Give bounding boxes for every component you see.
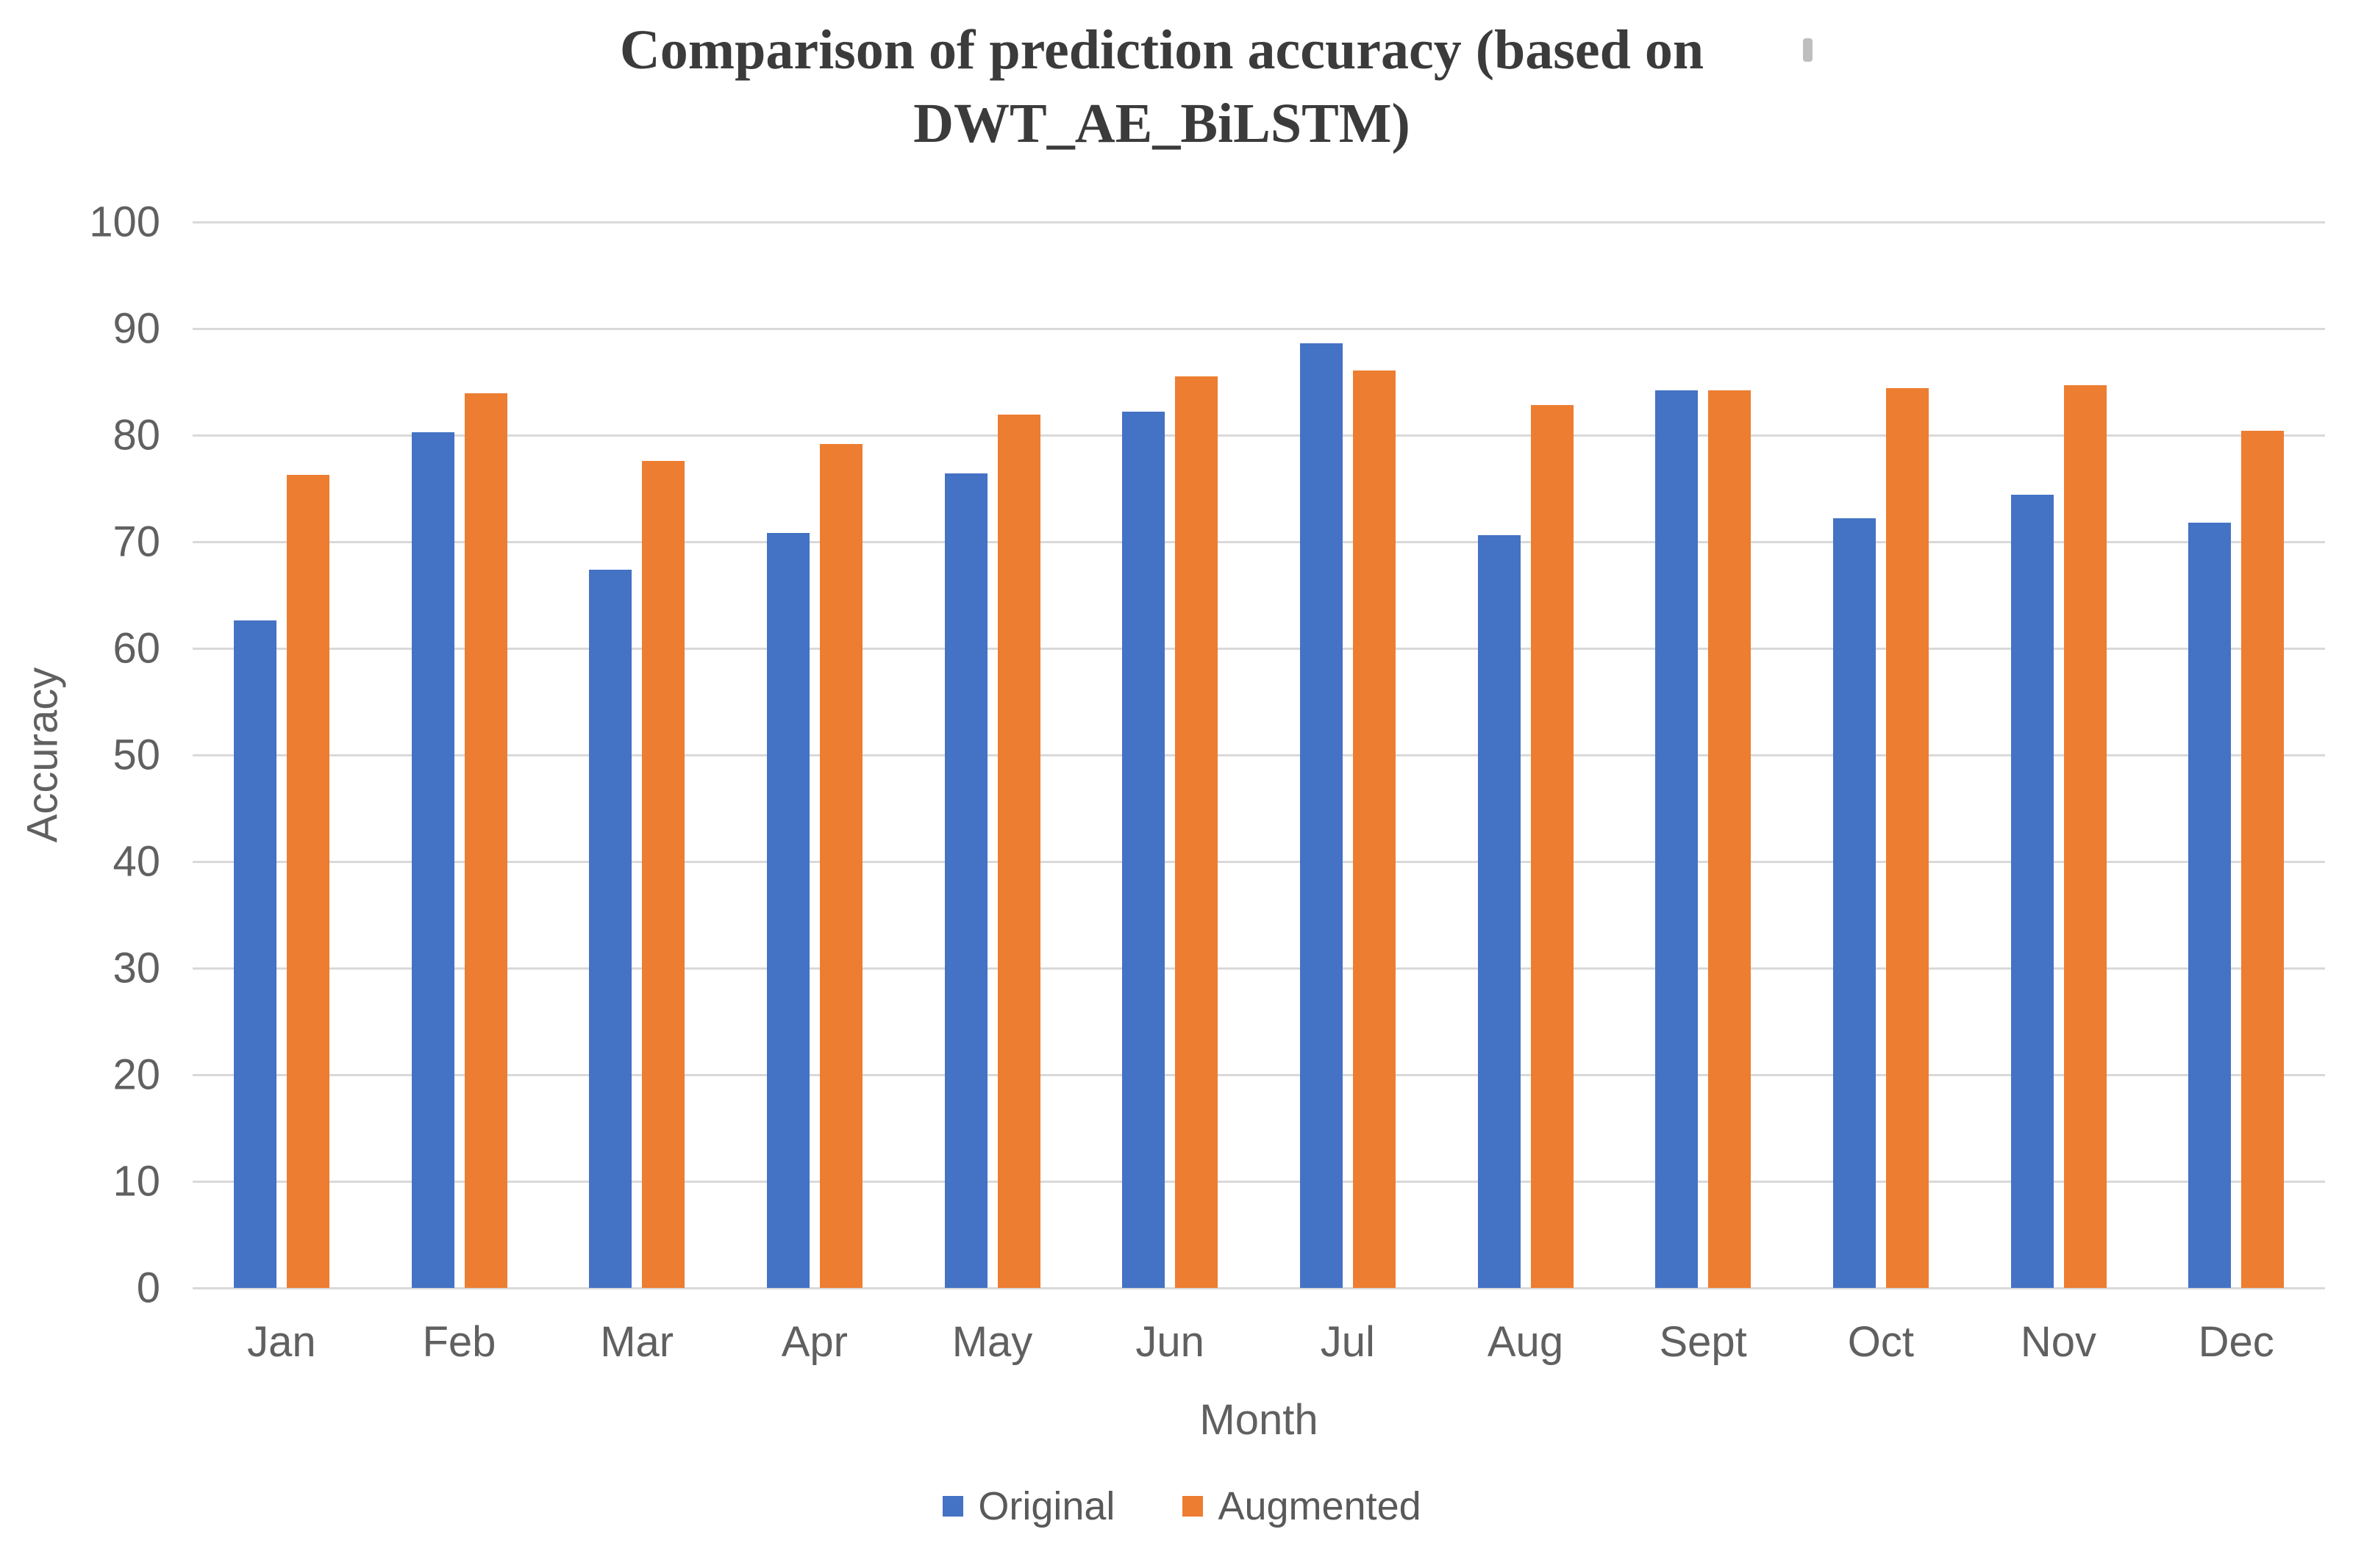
y-tick-label-20: 20 [113,1050,160,1099]
bar-original-sept [1655,390,1699,1288]
legend: Original Augmented [0,1483,2364,1529]
x-tick-label-dec: Dec [2198,1318,2274,1366]
bar-original-mar [589,569,632,1288]
x-tick-label-feb: Feb [422,1318,496,1366]
x-tick-label-jan: Jan [247,1318,316,1366]
bar-augmented-nov [2063,384,2107,1288]
bar-original-jun [1122,412,1165,1288]
bar-original-nov [2010,495,2054,1288]
gridline-y-60 [193,647,2325,650]
x-tick-label-sept: Sept [1659,1318,1747,1366]
x-tick-label-jun: Jun [1135,1318,1204,1366]
x-tick-label-aug: Aug [1487,1318,1564,1366]
gridline-y-50 [193,753,2325,756]
bar-original-apr [766,533,810,1288]
legend-label-augmented: Augmented [1218,1484,1421,1528]
x-tick-label-nov: Nov [2020,1318,2097,1366]
y-tick-label-50: 50 [113,731,160,779]
x-tick-label-apr: Apr [781,1318,848,1366]
y-tick-label-90: 90 [113,304,160,353]
gridline-y-80 [193,434,2325,437]
chart-title-line2: DWT_AE_BiLSTM) [913,93,1410,155]
legend-swatch-original [943,1496,964,1517]
legend-item-augmented: Augmented [1182,1483,1421,1529]
gridline-y-100 [193,221,2325,223]
bar-augmented-jun [1175,376,1218,1288]
bar-original-oct [1832,518,1876,1288]
bar-augmented-may [997,415,1040,1288]
legend-label-original: Original [978,1484,1115,1528]
bar-augmented-dec [2241,431,2285,1288]
x-tick-label-may: May [951,1318,1033,1366]
gridline-y-0 [193,1286,2325,1289]
y-tick-label-0: 0 [136,1264,160,1312]
bar-augmented-apr [819,443,863,1288]
bar-original-may [944,473,988,1288]
y-tick-label-30: 30 [113,944,160,992]
bar-augmented-feb [464,393,507,1288]
y-tick-label-80: 80 [113,411,160,459]
legend-swatch-augmented [1182,1496,1204,1517]
plot-area [193,221,2325,1289]
bar-augmented-jul [1352,370,1396,1288]
x-axis-title: Month [1199,1396,1318,1444]
x-tick-label-jul: Jul [1320,1318,1375,1366]
bar-augmented-oct [1885,388,1929,1288]
y-axis-tick-labels: 0 10 20 30 40 50 60 70 80 90 100 [0,198,160,1312]
x-tick-label-mar: Mar [600,1318,674,1366]
y-tick-label-100: 100 [89,198,160,246]
x-tick-label-oct: Oct [1847,1318,1914,1366]
y-tick-label-40: 40 [113,837,160,886]
gridline-y-70 [193,540,2325,543]
x-axis-tick-labels: Jan Feb Mar Apr May Jun Jul Aug Sept Oct Nov Dec [193,1317,2325,1376]
bar-augmented-jan [286,474,329,1288]
gridline-y-90 [193,327,2325,330]
bar-original-feb [411,432,454,1288]
y-tick-label-60: 60 [113,624,160,673]
title-artifact [1803,38,1813,62]
bar-original-dec [2188,522,2232,1288]
chart-title-line1: Comparison of prediction accuracy (based… [619,19,1704,81]
gridline-y-40 [193,860,2325,863]
chart-title: Comparison of prediction accuracy (based… [0,13,2324,161]
gridline-y-20 [193,1073,2325,1076]
bar-original-aug [1477,535,1521,1288]
bar-original-jul [1299,343,1343,1288]
gridline-y-30 [193,967,2325,970]
bar-original-jan [233,620,276,1288]
gridline-y-10 [193,1180,2325,1183]
bar-augmented-sept [1708,390,1751,1288]
bar-augmented-aug [1530,405,1574,1288]
legend-item-original: Original [943,1483,1115,1529]
bar-augmented-mar [642,460,685,1288]
y-tick-label-70: 70 [113,518,160,566]
y-tick-label-10: 10 [113,1157,160,1206]
